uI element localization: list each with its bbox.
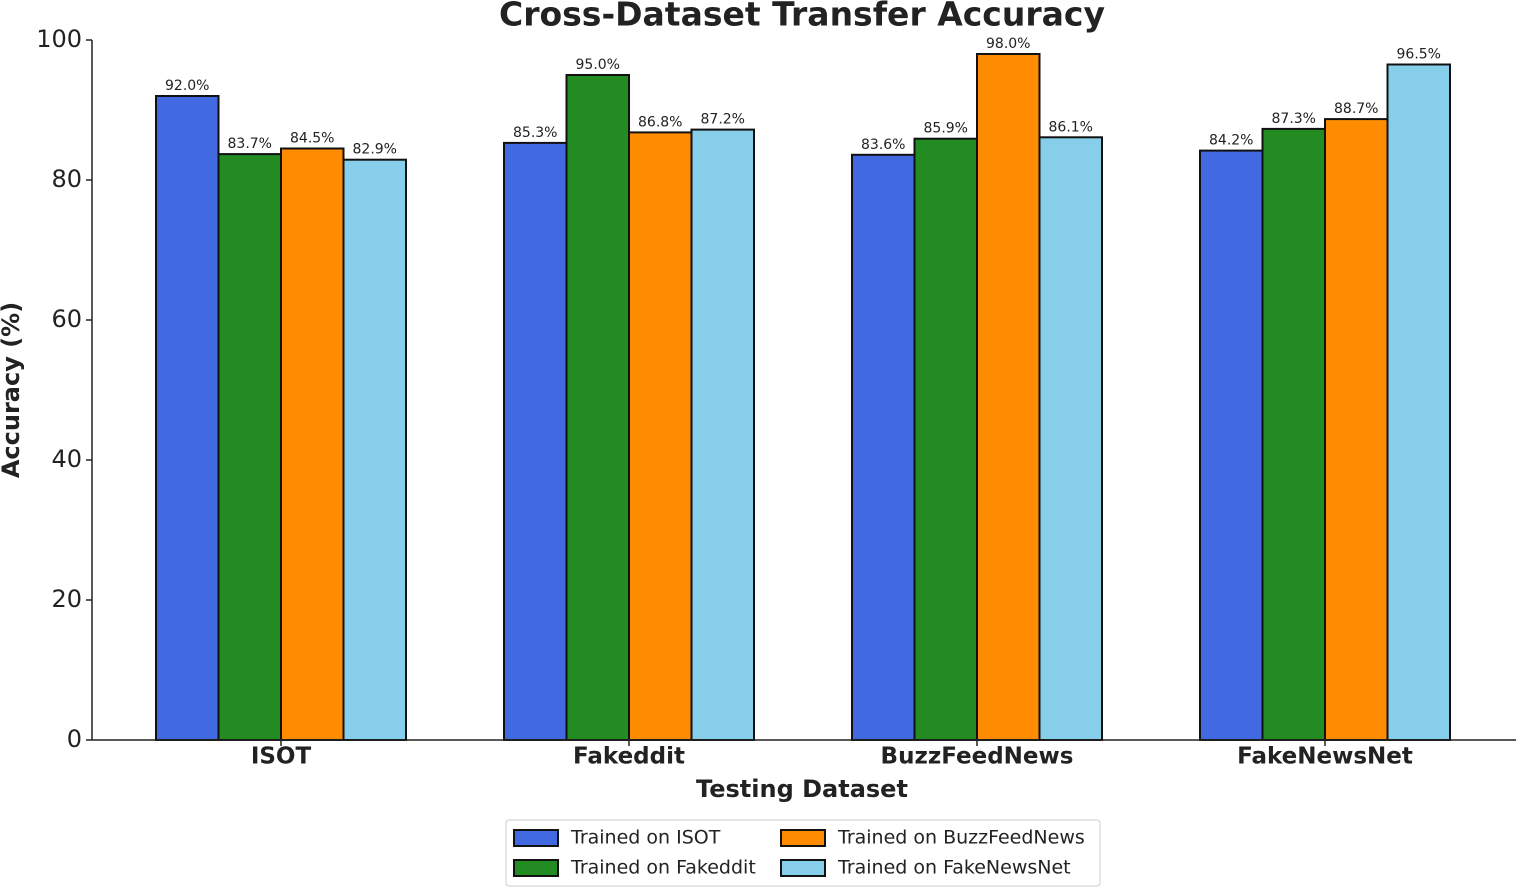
bar	[913, 137, 978, 741]
legend-swatch	[513, 829, 559, 847]
y-tick-label: 80	[51, 165, 82, 193]
legend-label: Trained on FakeNewsNet	[837, 857, 1071, 879]
value-label: 92.0%	[165, 78, 209, 94]
bar	[280, 147, 345, 741]
bar	[690, 128, 755, 742]
legend-swatch	[513, 859, 559, 877]
chart-title: Cross-Dataset Transfer Accuracy	[499, 0, 1105, 34]
bar	[155, 95, 220, 741]
y-tick-label: 100	[36, 25, 82, 53]
value-label: 83.6%	[861, 137, 905, 153]
y-tick-label: 60	[51, 305, 82, 333]
bar	[1261, 127, 1326, 741]
value-label: 84.2%	[1209, 133, 1253, 149]
legend-box	[505, 819, 1101, 887]
bar	[976, 53, 1041, 741]
bar	[503, 141, 568, 741]
value-label: 85.3%	[513, 125, 557, 141]
value-label: 87.3%	[1272, 111, 1316, 127]
value-label: 83.7%	[228, 136, 272, 152]
x-tick-label: ISOT	[251, 744, 312, 770]
value-label: 95.0%	[576, 57, 620, 73]
value-label: 96.5%	[1397, 47, 1441, 63]
value-label: 85.9%	[924, 121, 968, 137]
value-label: 82.9%	[353, 142, 397, 158]
y-tick-label: 0	[67, 725, 82, 753]
x-tick-label: FakeNewsNet	[1237, 744, 1413, 770]
x-tick-label: BuzzFeedNews	[881, 744, 1074, 770]
bar	[1199, 149, 1264, 742]
bar	[628, 131, 693, 741]
legend-swatch	[780, 859, 826, 877]
bar	[217, 153, 282, 742]
x-axis-label: Testing Dataset	[696, 775, 908, 803]
value-label: 87.2%	[701, 112, 745, 128]
legend-swatch	[780, 829, 826, 847]
legend-label: Trained on Fakeddit	[570, 857, 756, 879]
legend-label: Trained on BuzzFeedNews	[837, 827, 1085, 849]
legend-label: Trained on ISOT	[570, 827, 721, 849]
bar	[1386, 63, 1451, 741]
value-label: 84.5%	[290, 131, 334, 147]
value-label: 88.7%	[1334, 101, 1378, 117]
bar	[565, 74, 630, 741]
value-label: 98.0%	[986, 36, 1030, 52]
y-tick-label: 20	[51, 585, 82, 613]
bar	[1324, 118, 1389, 742]
bar	[342, 158, 407, 741]
bar	[1038, 136, 1103, 742]
value-label: 86.1%	[1049, 119, 1093, 135]
value-label: 86.8%	[638, 114, 682, 130]
x-tick-label: Fakeddit	[573, 744, 685, 770]
y-tick-label: 40	[51, 445, 82, 473]
y-axis-label: Accuracy (%)	[0, 302, 25, 478]
bar	[851, 153, 916, 742]
